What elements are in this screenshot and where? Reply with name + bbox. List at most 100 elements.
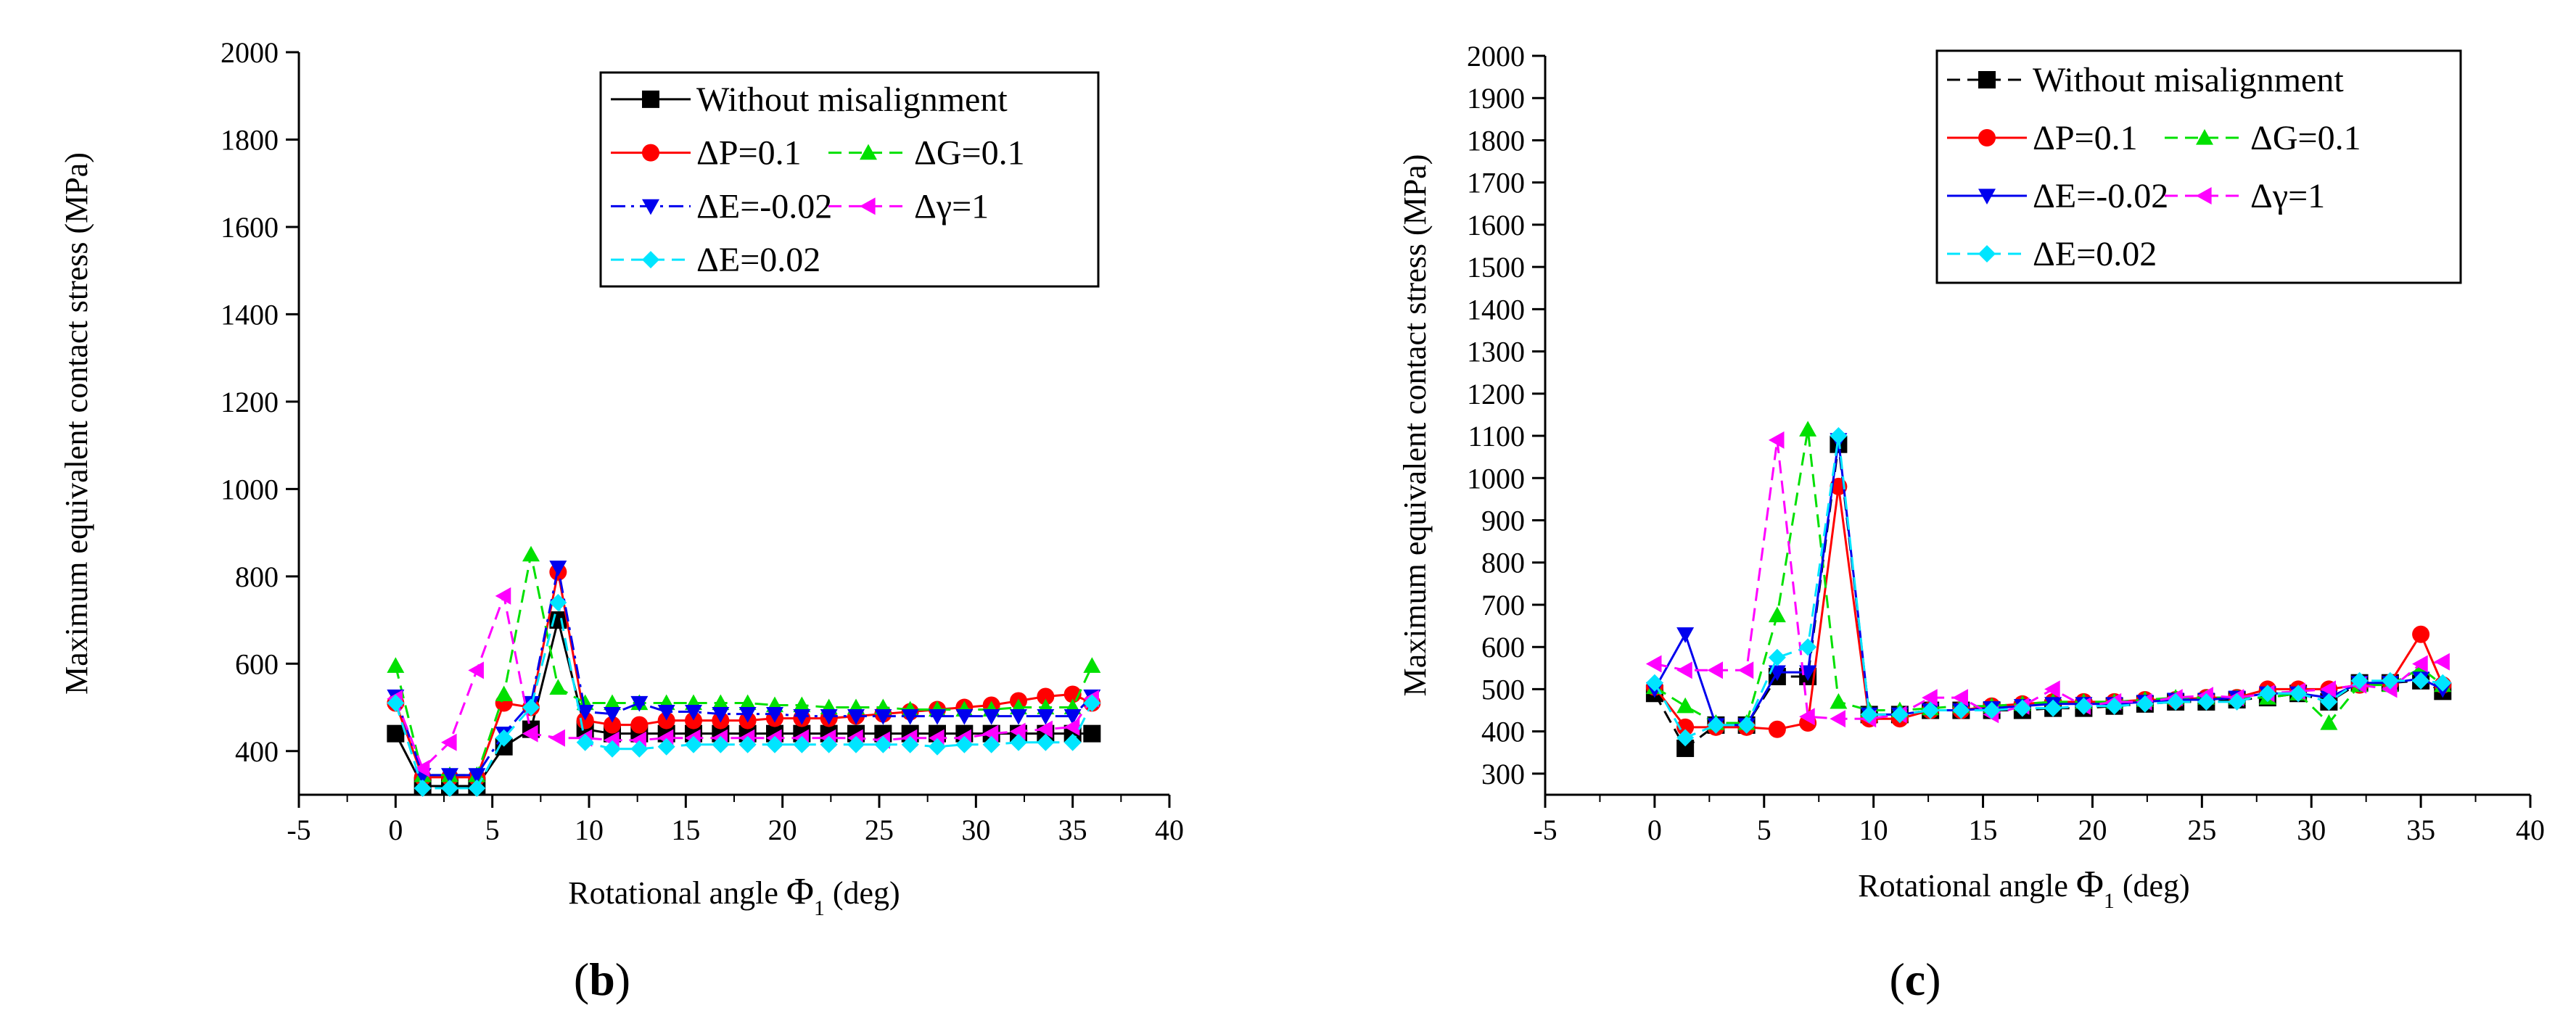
data-point <box>2381 671 2399 690</box>
y-tick-label: 600 <box>235 648 279 680</box>
data-point <box>2320 714 2338 730</box>
legend-label-without: Without misalignment <box>2033 61 2344 99</box>
x-tick-label: 30 <box>961 814 990 846</box>
data-point <box>2412 625 2430 643</box>
y-tick-label: 1900 <box>1467 82 1525 115</box>
y-tick-label: 2000 <box>1467 40 1525 73</box>
legend-marker-dGamma <box>2196 187 2212 204</box>
legend-marker-dGamma <box>860 197 876 215</box>
data-point <box>1830 427 1848 445</box>
legend-marker-dEpos <box>1978 245 1996 263</box>
data-point <box>2197 693 2215 711</box>
data-point <box>1083 724 1101 743</box>
y-tick-label: 800 <box>235 561 279 593</box>
panel-label-letter: b <box>589 954 615 1005</box>
legend-marker-dEneg <box>1978 189 1996 204</box>
data-point <box>847 708 865 725</box>
data-point <box>738 735 757 753</box>
series-dP <box>387 563 1101 786</box>
data-point <box>1860 706 1878 724</box>
panel-label-open: ( <box>1889 954 1904 1005</box>
y-tick-label: 400 <box>1481 716 1525 748</box>
x-tick-label: 35 <box>1058 814 1087 846</box>
data-point <box>1830 693 1848 709</box>
y-tick-label: 700 <box>1481 589 1525 621</box>
panel-label-open: ( <box>574 954 589 1005</box>
legend-marker-dG <box>860 144 877 160</box>
chart-panel: -5 0 5 10 15 20 25 30 35 40 400 600 800 1000 1200 1400 1… <box>59 36 1184 1005</box>
data-point <box>766 706 783 723</box>
data-point <box>604 740 621 758</box>
data-point <box>2044 699 2062 717</box>
data-point <box>1676 661 1692 679</box>
y-tick-label: 1600 <box>221 211 279 244</box>
y-tick-label: 1500 <box>1467 251 1525 284</box>
data-point <box>1768 720 1786 738</box>
y-tick-label: 1400 <box>1467 293 1525 326</box>
data-point <box>2289 685 2308 703</box>
data-point <box>874 708 892 725</box>
x-tick-label: 5 <box>1757 814 1771 846</box>
data-point <box>1676 729 1695 747</box>
data-point <box>549 679 567 695</box>
data-point <box>441 768 458 784</box>
legend-label-dP: ΔP=0.1 <box>696 134 802 173</box>
data-point <box>1010 722 1026 740</box>
x-tick-label: 40 <box>2516 814 2545 846</box>
y-tick-label: 1000 <box>221 473 279 505</box>
data-point <box>2044 680 2060 698</box>
data-point <box>604 716 621 734</box>
y-tick-label: 1200 <box>221 386 279 418</box>
data-point <box>495 587 511 605</box>
x-axis-title-symbol: Φ <box>2076 864 2104 905</box>
legend-label-dGamma: Δγ=1 <box>2250 177 2325 215</box>
x-tick-label: 10 <box>575 814 604 846</box>
data-point <box>1676 627 1695 643</box>
data-point <box>1037 708 1055 725</box>
data-point <box>982 708 1000 725</box>
data-point <box>413 779 432 797</box>
y-axis-title: Maximum equivalent contact stress (MPa) <box>1397 154 1433 697</box>
legend-label-dEpos: ΔE=0.02 <box>696 241 820 279</box>
panel-label-close: ) <box>615 954 630 1005</box>
data-point <box>495 685 513 702</box>
x-axis-title-subscript: 1 <box>2104 889 2115 913</box>
data-point <box>657 711 675 729</box>
data-point <box>712 694 730 711</box>
data-point <box>1676 739 1695 757</box>
series-dEneg <box>387 561 1101 784</box>
data-point <box>387 694 405 712</box>
x-axis-title-text: Rotational angle <box>568 875 786 911</box>
x-tick-label: 20 <box>768 814 797 846</box>
panel-label: (b) <box>574 954 630 1005</box>
data-point <box>685 735 702 753</box>
data-point <box>1063 718 1080 736</box>
y-tick-label: 1700 <box>1467 167 1525 199</box>
data-point <box>874 735 892 753</box>
data-point <box>1037 733 1055 751</box>
data-point <box>657 737 675 756</box>
x-axis-title-subscript: 1 <box>814 896 825 920</box>
x-tick-label: 20 <box>2078 814 2107 846</box>
y-tick-label: 1000 <box>1467 462 1525 495</box>
data-point <box>387 724 405 743</box>
data-point <box>1676 718 1695 736</box>
data-point <box>1799 708 1815 726</box>
data-point <box>712 706 730 723</box>
data-point <box>657 704 675 721</box>
x-tick-label: 0 <box>1647 814 1662 846</box>
y-tick-label: 800 <box>1481 547 1525 579</box>
data-point <box>1063 708 1082 725</box>
data-point <box>522 698 540 716</box>
data-point <box>955 735 974 753</box>
series-line-dG <box>394 554 1093 777</box>
legend: Without misalignment ΔP=0.1 ΔG=0.1 ΔE=-0.02… <box>1935 49 2462 284</box>
data-point <box>901 735 919 753</box>
data-point <box>820 708 838 725</box>
data-point <box>413 759 430 777</box>
data-point <box>387 657 405 673</box>
data-point <box>820 735 838 753</box>
data-point <box>604 694 621 711</box>
data-point <box>1083 694 1101 712</box>
y-tick-label: 300 <box>1481 758 1525 790</box>
